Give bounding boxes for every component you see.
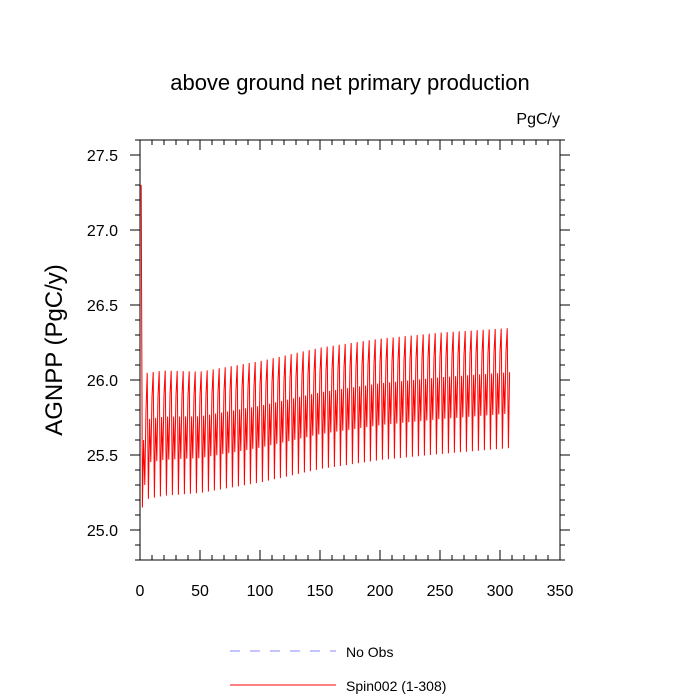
x-tick-label: 200 [367, 583, 394, 600]
series-layer [140, 184, 511, 508]
legend: No Obs Spin002 (1-308) [230, 644, 446, 694]
y-tick-label: 26.0 [87, 373, 118, 390]
y-tick-label: 27.0 [87, 223, 118, 240]
y-tick-label: 26.5 [87, 298, 118, 315]
axis-ticks [130, 139, 570, 561]
x-tick-label: 50 [191, 583, 209, 600]
x-tick-label: 250 [427, 583, 454, 600]
x-tick-label: 300 [487, 583, 514, 600]
x-tick-label: 0 [136, 583, 145, 600]
units-label: PgC/y [516, 111, 560, 128]
x-tick-label: 150 [307, 583, 334, 600]
x-tick-label: 100 [247, 583, 274, 600]
y-tick-label: 27.5 [87, 148, 118, 165]
x-tick-label: 350 [547, 583, 574, 600]
y-axis-label: AGNPP (PgC/y) [41, 264, 68, 436]
axis-tick-labels: 0 50 100 150 200 250 300 350 25.0 25.5 26.0 26.5 27.… [87, 148, 574, 600]
plot-frame [139, 139, 561, 561]
series-line-spin002 [140, 184, 511, 508]
legend-no-obs-label: No Obs [346, 644, 393, 660]
legend-spin002-label: Spin002 (1-308) [346, 678, 446, 694]
chart-title: above ground net primary production [170, 70, 530, 95]
y-tick-label: 25.0 [87, 523, 118, 540]
y-tick-label: 25.5 [87, 448, 118, 465]
